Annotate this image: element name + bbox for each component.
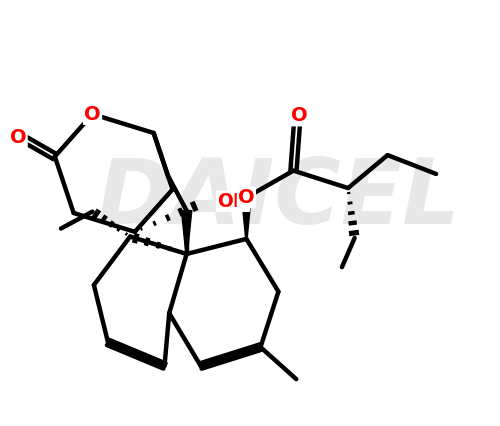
Text: O: O: [238, 188, 254, 207]
Text: O: O: [84, 105, 101, 124]
Text: O: O: [292, 106, 308, 125]
Polygon shape: [242, 198, 251, 239]
Text: DAICEL: DAICEL: [96, 155, 460, 243]
Text: OH: OH: [217, 192, 249, 211]
Text: O: O: [10, 128, 26, 147]
Polygon shape: [182, 210, 192, 254]
